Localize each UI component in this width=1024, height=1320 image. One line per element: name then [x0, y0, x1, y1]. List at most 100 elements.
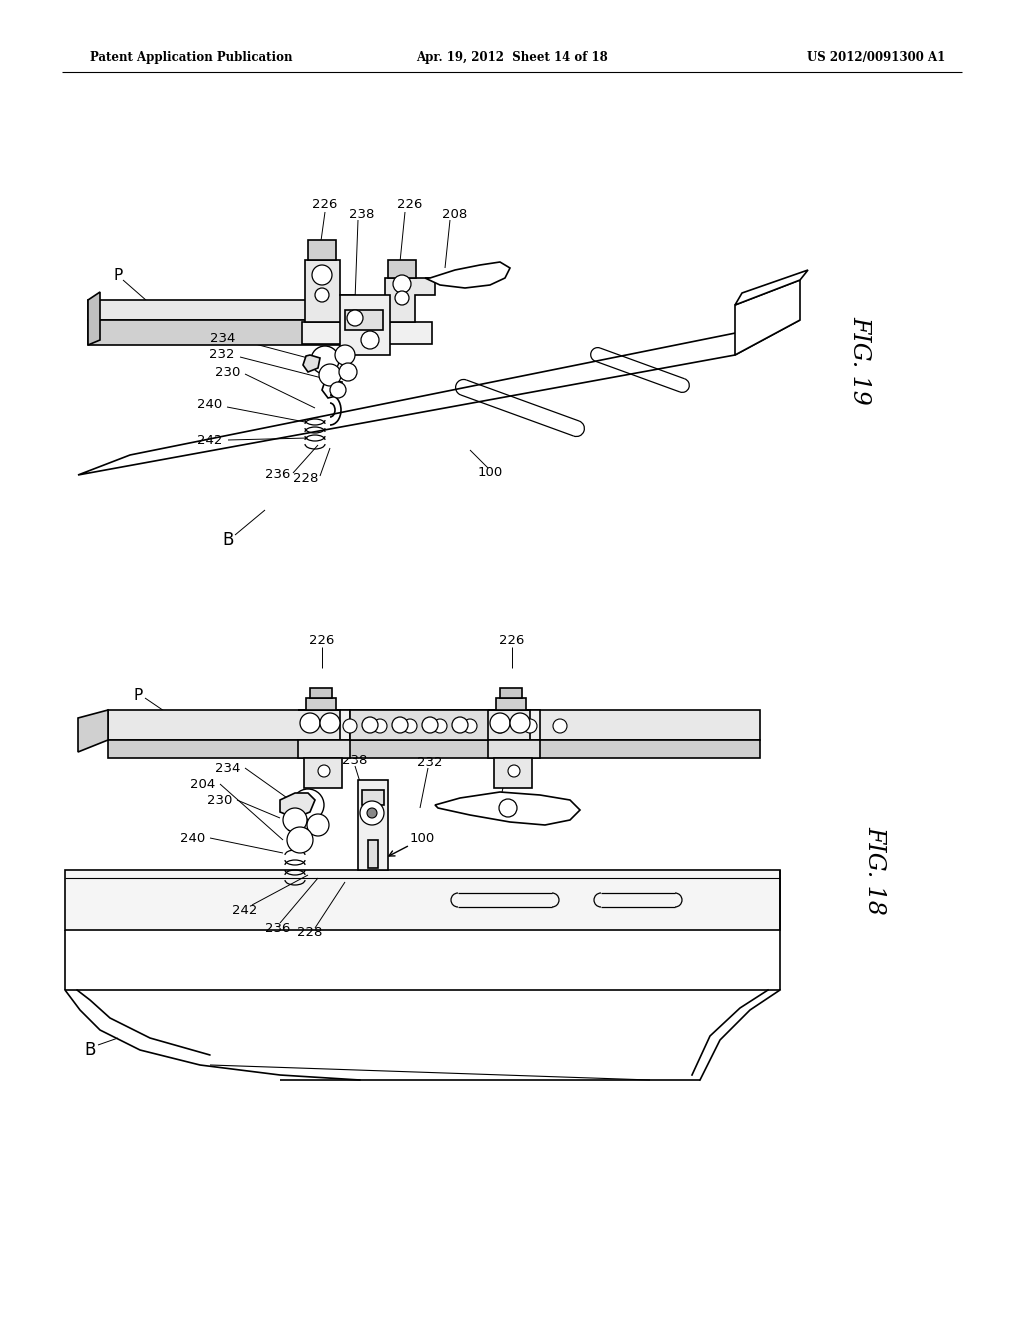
Circle shape	[343, 719, 357, 733]
Circle shape	[319, 364, 341, 385]
Bar	[362, 789, 384, 805]
Circle shape	[360, 801, 384, 825]
Circle shape	[393, 275, 411, 293]
Text: 240: 240	[197, 399, 222, 412]
Circle shape	[307, 814, 329, 836]
Polygon shape	[303, 355, 319, 372]
Circle shape	[292, 789, 324, 821]
Text: 238: 238	[349, 209, 375, 222]
Text: B: B	[84, 1041, 95, 1059]
Text: 226: 226	[312, 198, 338, 211]
Text: 228: 228	[297, 927, 323, 940]
Circle shape	[510, 713, 530, 733]
Circle shape	[490, 713, 510, 733]
Bar	[108, 741, 760, 758]
Polygon shape	[280, 793, 315, 818]
Circle shape	[367, 808, 377, 818]
Polygon shape	[385, 279, 435, 322]
Text: 100: 100	[477, 466, 503, 479]
Circle shape	[553, 719, 567, 733]
Text: 234: 234	[215, 762, 240, 775]
Polygon shape	[78, 319, 800, 475]
Polygon shape	[435, 792, 580, 825]
Circle shape	[493, 719, 507, 733]
Bar	[350, 710, 488, 741]
Circle shape	[300, 713, 319, 733]
Circle shape	[311, 346, 339, 374]
Text: Patent Application Publication: Patent Application Publication	[90, 51, 293, 65]
Text: 236: 236	[265, 921, 291, 935]
Bar	[496, 698, 526, 710]
Bar	[345, 310, 383, 330]
Text: 232: 232	[417, 755, 442, 768]
Text: P: P	[114, 268, 123, 282]
Bar	[388, 260, 416, 279]
Circle shape	[335, 345, 355, 366]
Text: 236: 236	[264, 469, 290, 482]
Bar	[368, 840, 378, 869]
Bar	[298, 741, 350, 758]
Circle shape	[392, 717, 408, 733]
Circle shape	[395, 290, 409, 305]
Text: 230: 230	[215, 366, 240, 379]
Polygon shape	[305, 260, 355, 322]
Polygon shape	[735, 271, 808, 305]
Text: Apr. 19, 2012  Sheet 14 of 18: Apr. 19, 2012 Sheet 14 of 18	[416, 51, 608, 65]
Circle shape	[287, 828, 313, 853]
Text: 242: 242	[197, 433, 222, 446]
Circle shape	[499, 799, 517, 817]
Text: 238: 238	[342, 754, 368, 767]
Bar	[308, 240, 336, 260]
Polygon shape	[322, 380, 342, 399]
Circle shape	[422, 717, 438, 733]
Polygon shape	[88, 292, 100, 345]
Polygon shape	[488, 710, 540, 741]
Bar	[306, 698, 336, 710]
Polygon shape	[425, 261, 510, 288]
Circle shape	[330, 381, 346, 399]
Bar	[65, 870, 780, 931]
Bar	[304, 758, 342, 788]
Circle shape	[463, 719, 477, 733]
Circle shape	[361, 331, 379, 348]
Text: 208: 208	[498, 755, 522, 768]
Polygon shape	[735, 280, 800, 355]
Bar	[340, 294, 390, 355]
Bar	[358, 780, 388, 870]
Circle shape	[319, 713, 340, 733]
Bar	[488, 741, 540, 758]
Circle shape	[339, 363, 357, 381]
Text: 234: 234	[210, 331, 234, 345]
Text: 208: 208	[442, 209, 468, 222]
Circle shape	[362, 717, 378, 733]
Text: 230: 230	[207, 793, 232, 807]
Bar	[494, 758, 532, 788]
Text: 240: 240	[180, 832, 205, 845]
Text: 242: 242	[232, 903, 258, 916]
Circle shape	[433, 719, 447, 733]
Circle shape	[403, 719, 417, 733]
Polygon shape	[88, 319, 370, 345]
Text: 100: 100	[410, 832, 434, 845]
Text: 204: 204	[189, 777, 215, 791]
Text: 226: 226	[397, 198, 423, 211]
Circle shape	[312, 265, 332, 285]
Circle shape	[452, 717, 468, 733]
Circle shape	[347, 310, 362, 326]
Text: FIG. 18: FIG. 18	[863, 825, 887, 915]
Circle shape	[283, 808, 307, 832]
Text: 232: 232	[210, 348, 234, 362]
Circle shape	[373, 719, 387, 733]
Bar	[108, 710, 760, 741]
Bar	[500, 688, 522, 698]
Text: 226: 226	[500, 634, 524, 647]
Bar	[310, 688, 332, 698]
Text: P: P	[133, 688, 142, 702]
Text: 228: 228	[293, 471, 318, 484]
Circle shape	[318, 766, 330, 777]
Bar	[302, 322, 432, 345]
Text: US 2012/0091300 A1: US 2012/0091300 A1	[807, 51, 945, 65]
Text: B: B	[222, 531, 233, 549]
Text: 206: 206	[305, 755, 331, 768]
Polygon shape	[298, 710, 350, 741]
